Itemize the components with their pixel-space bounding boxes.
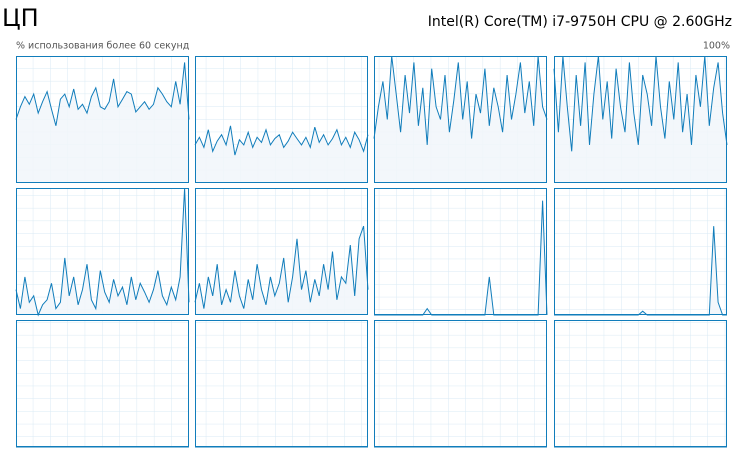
- usage-line: [194, 225, 369, 309]
- usage-line: [553, 55, 728, 152]
- usage-area: [195, 226, 368, 315]
- cpu-name: Intel(R) Core(TM) i7-9750H CPU @ 2.60GHz: [428, 14, 732, 30]
- core-graph: [195, 320, 368, 448]
- core-graph: [374, 320, 547, 448]
- graph-grid: [195, 320, 368, 447]
- usage-line: [15, 62, 190, 126]
- core-graph: [194, 188, 369, 315]
- graph-border: [374, 56, 547, 183]
- graph-border: [554, 188, 727, 315]
- graph-grid: [16, 320, 189, 447]
- core-graph: [554, 188, 727, 316]
- core-graph: [553, 55, 728, 183]
- graph-border: [16, 320, 189, 447]
- core-graph: [15, 56, 190, 183]
- graph-border: [195, 56, 368, 183]
- graph-border: [374, 188, 547, 315]
- graph-border: [554, 320, 727, 447]
- usage-area: [16, 62, 189, 183]
- usage-line: [373, 55, 548, 145]
- usage-area: [554, 56, 727, 183]
- graph-border: [195, 188, 368, 315]
- core-graph: [194, 56, 369, 183]
- graph-grid: [374, 188, 547, 315]
- graph-grid: [374, 320, 547, 447]
- graph-border: [16, 188, 189, 315]
- core-graph: [554, 320, 727, 448]
- core-graph: [16, 320, 189, 448]
- usage-line: [194, 125, 369, 156]
- usage-area: [16, 188, 189, 315]
- graph-grid: [554, 188, 727, 315]
- usage-area: [195, 125, 368, 183]
- core-graph: [373, 55, 548, 183]
- axis-max-label: 100%: [703, 41, 730, 52]
- graph-grid: [554, 320, 727, 447]
- graph-border: [16, 56, 189, 183]
- graph-border: [554, 56, 727, 183]
- core-graph: [374, 188, 548, 316]
- axis-label: % использования более 60 секунд: [16, 41, 190, 52]
- usage-area: [374, 56, 547, 183]
- graph-border: [195, 320, 368, 447]
- graph-border: [374, 320, 547, 447]
- title: ЦП: [2, 4, 39, 32]
- usage-line: [15, 187, 190, 317]
- core-graph: [15, 187, 190, 317]
